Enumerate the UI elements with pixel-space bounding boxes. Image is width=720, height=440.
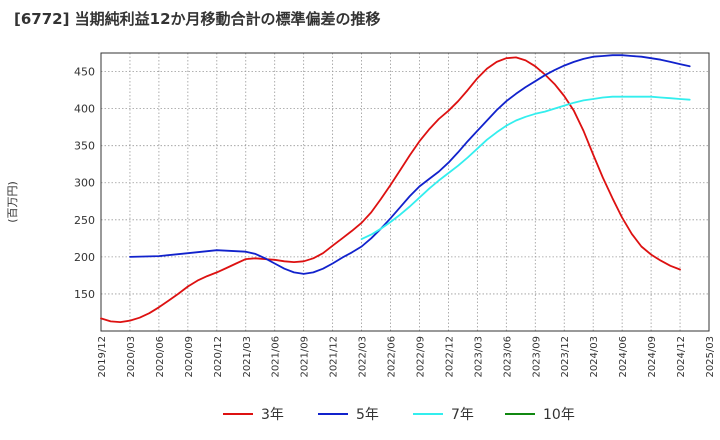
x-tick-label: 2021/06 [271, 336, 282, 378]
chart-title: [6772] 当期純利益12か月移動合計の標準偏差の推移 [14, 10, 381, 28]
legend-label: 10年 [543, 407, 575, 423]
y-tick-label: 300 [74, 177, 95, 190]
x-tick-label: 2021/12 [329, 336, 340, 378]
x-tick-label: 2023/03 [473, 336, 484, 378]
legend: 3年 5年 7年 10年 [223, 407, 575, 423]
x-tick-label: 2020/03 [126, 336, 137, 378]
series-line [100, 56, 681, 323]
x-tick-label: 2024/12 [676, 336, 687, 378]
x-tick-label: 2022/03 [358, 336, 369, 378]
legend-label: 7年 [451, 407, 474, 423]
y-tick-label: 200 [74, 251, 95, 264]
y-tick-label: 450 [74, 66, 95, 79]
x-tick-label: 2019/12 [97, 336, 108, 378]
x-tick-label: 2023/09 [531, 336, 542, 378]
axes: 2019/12 2020/03 2020/06 2020/09 2020/12 2021/… [74, 52, 716, 378]
plot-frame [100, 52, 710, 332]
legend-label: 3年 [261, 407, 284, 423]
x-tick-label: 2025/03 [705, 336, 716, 378]
x-tick-label: 2021/09 [300, 336, 311, 378]
x-tick-label: 2023/12 [560, 336, 571, 378]
x-tick-label: 2022/12 [444, 336, 455, 378]
series-lines [100, 54, 691, 323]
x-tick-label: 2021/03 [242, 336, 253, 378]
x-tick-label: 2024/06 [618, 336, 629, 378]
y-tick-label: 150 [74, 288, 95, 301]
y-tick-label: 250 [74, 214, 95, 227]
legend-label: 5年 [356, 407, 379, 423]
x-tick-label: 2024/03 [589, 336, 600, 378]
y-tick-label: 400 [74, 103, 95, 116]
x-tick-label: 2022/09 [415, 336, 426, 378]
x-tick-label: 2020/12 [213, 336, 224, 378]
grid-lines [100, 53, 710, 331]
y-axis-label: (百万円) [6, 181, 19, 223]
series-line [129, 54, 691, 275]
y-tick-label: 350 [74, 140, 95, 153]
series-line [360, 95, 691, 240]
x-tick-label: 2023/06 [502, 336, 513, 378]
x-tick-label: 2020/06 [155, 336, 166, 378]
x-tick-label: 2024/09 [647, 336, 658, 378]
x-tick-label: 2020/09 [184, 336, 195, 378]
x-tick-label: 2022/06 [387, 336, 398, 378]
